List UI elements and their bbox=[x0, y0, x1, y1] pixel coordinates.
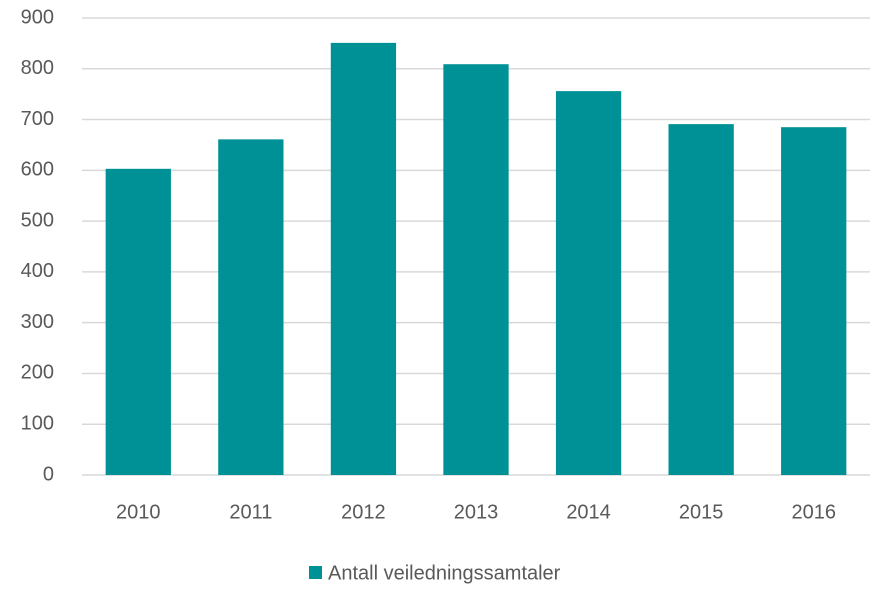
bar bbox=[105, 168, 171, 475]
x-tick-label: 2010 bbox=[116, 501, 161, 523]
y-tick-label: 700 bbox=[21, 108, 54, 130]
y-tick-label: 200 bbox=[21, 362, 54, 384]
bar bbox=[443, 64, 509, 476]
y-tick-label: 100 bbox=[21, 413, 54, 435]
bar bbox=[668, 124, 734, 476]
legend-swatch bbox=[309, 566, 322, 579]
x-tick-label: 2012 bbox=[341, 501, 386, 523]
bar bbox=[781, 127, 847, 475]
bar bbox=[330, 42, 397, 476]
y-tick-label: 300 bbox=[21, 311, 54, 333]
x-tick-label: 2011 bbox=[229, 501, 272, 523]
x-tick-label: 2013 bbox=[454, 501, 499, 523]
y-tick-label: 0 bbox=[43, 463, 54, 485]
y-tick-label: 900 bbox=[21, 6, 54, 28]
y-tick-label: 600 bbox=[21, 159, 54, 181]
y-tick-label: 400 bbox=[21, 260, 54, 282]
x-tick-label: 2014 bbox=[566, 501, 611, 523]
y-tick-label: 800 bbox=[21, 57, 54, 79]
y-tick-label: 500 bbox=[21, 209, 54, 231]
bar bbox=[218, 139, 284, 475]
bar bbox=[555, 91, 622, 476]
legend-label: Antall veiledningssamtaler bbox=[328, 562, 561, 584]
x-tick-label: 2015 bbox=[679, 501, 724, 523]
x-tick-label: 2016 bbox=[791, 501, 836, 523]
